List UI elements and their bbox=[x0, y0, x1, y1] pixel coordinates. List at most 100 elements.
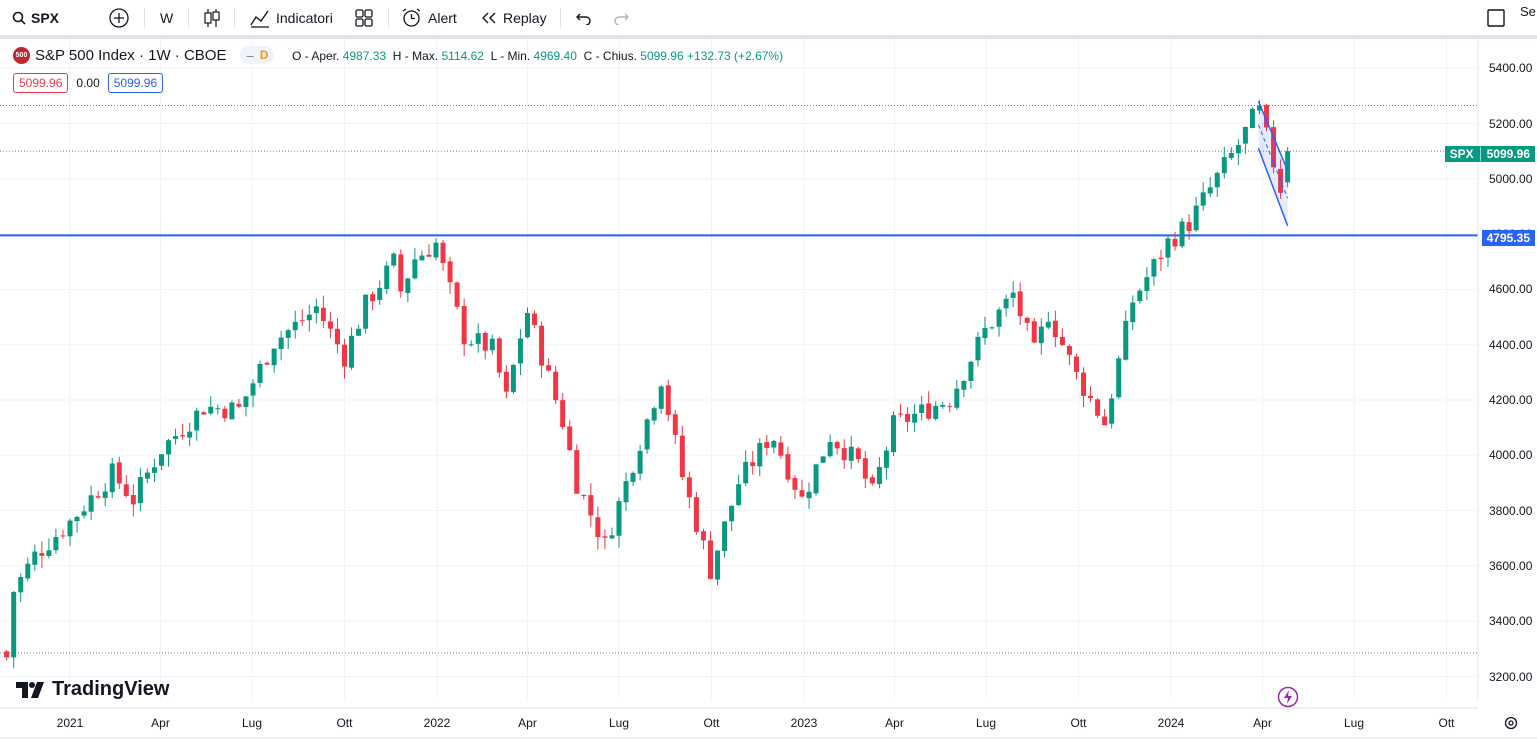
candle-body bbox=[60, 535, 66, 537]
candle-body bbox=[532, 313, 538, 326]
dash-icon: – bbox=[246, 47, 254, 63]
fullscreen-checkbox[interactable] bbox=[1487, 0, 1505, 35]
close-value: 5099.96 bbox=[640, 49, 684, 63]
axis-settings-button[interactable] bbox=[1503, 715, 1519, 736]
candle-body bbox=[539, 325, 545, 366]
price-axis-label: 4000.00 bbox=[1489, 448, 1533, 463]
candle-body bbox=[1081, 372, 1087, 396]
time-axis-label: Ott bbox=[703, 716, 720, 730]
indicators-button[interactable]: Indicatori bbox=[250, 0, 333, 35]
candle-body bbox=[158, 454, 164, 466]
price-axis-label: 5200.00 bbox=[1489, 116, 1533, 131]
chart-type-button[interactable] bbox=[203, 0, 221, 35]
candle-body bbox=[595, 517, 601, 538]
candle-body bbox=[1193, 205, 1199, 231]
candle-body bbox=[700, 531, 706, 541]
symbol-legend[interactable]: 500 S&P 500 Index · 1W · CBOE – D bbox=[13, 46, 275, 64]
time-axis-label: Apr bbox=[151, 716, 170, 730]
candle-body bbox=[890, 415, 896, 453]
candle-body bbox=[4, 651, 10, 658]
close-label: C - Chius. bbox=[583, 49, 637, 63]
candle-body bbox=[1172, 238, 1178, 247]
layouts-button[interactable] bbox=[355, 0, 373, 35]
candle-body bbox=[468, 344, 474, 346]
candle-body bbox=[489, 338, 495, 351]
channel-lower-line bbox=[1257, 148, 1289, 227]
candle-body bbox=[95, 496, 101, 498]
price-axis-label: 3600.00 bbox=[1489, 558, 1533, 573]
price-axis-label: 3200.00 bbox=[1489, 669, 1533, 684]
compare-button[interactable] bbox=[108, 0, 130, 35]
candle-body bbox=[841, 448, 847, 461]
candle-body bbox=[1264, 104, 1270, 128]
hline-price-tag: 4795.35 bbox=[1481, 230, 1535, 246]
replay-button[interactable]: Replay bbox=[480, 0, 547, 35]
candle-body bbox=[1214, 172, 1220, 188]
candle-body bbox=[806, 491, 812, 499]
candle-body bbox=[1165, 238, 1171, 258]
candle-body bbox=[18, 577, 24, 593]
candle-body bbox=[947, 406, 953, 408]
interval-button[interactable]: W bbox=[160, 0, 173, 35]
time-axis-label: Ott bbox=[336, 716, 353, 730]
candle-body bbox=[194, 410, 200, 431]
candle-body bbox=[1045, 321, 1051, 328]
candle-body bbox=[229, 402, 235, 420]
chart-canvas[interactable] bbox=[0, 39, 1537, 753]
index-badge: 500 bbox=[13, 46, 30, 64]
candle-body bbox=[363, 294, 369, 329]
rewind-icon bbox=[482, 12, 496, 23]
candle-body bbox=[834, 442, 840, 449]
alert-button[interactable]: Alert bbox=[401, 0, 457, 35]
top-toolbar: SPX W Indicatori Alert Replay Se bbox=[0, 0, 1537, 39]
price-axis-label: 4600.00 bbox=[1489, 282, 1533, 297]
tradingview-logo[interactable]: TradingView bbox=[16, 678, 169, 701]
candle-body bbox=[1109, 398, 1115, 424]
candle-body bbox=[39, 553, 45, 556]
square-icon bbox=[1487, 8, 1505, 27]
trend-channel[interactable] bbox=[1257, 101, 1289, 227]
time-axis-label: Lug bbox=[1343, 716, 1364, 730]
candle-body bbox=[137, 477, 143, 504]
candle-body bbox=[187, 431, 193, 438]
candle-body bbox=[102, 491, 108, 498]
candle-body bbox=[750, 462, 756, 467]
candle-body bbox=[722, 521, 728, 552]
candle-body bbox=[1158, 257, 1164, 260]
candle-body bbox=[1186, 222, 1192, 231]
alarm-clock-icon bbox=[402, 8, 421, 27]
undo-button[interactable] bbox=[575, 0, 593, 35]
candle-body bbox=[1278, 168, 1284, 193]
candle-body bbox=[384, 265, 390, 289]
candle-body bbox=[208, 406, 214, 414]
events-badge[interactable] bbox=[1277, 686, 1299, 713]
candle-body bbox=[215, 408, 221, 410]
high-value: 5114.62 bbox=[441, 49, 484, 63]
candle-body bbox=[11, 592, 17, 658]
candle-body bbox=[637, 450, 643, 474]
grid-icon bbox=[355, 8, 373, 27]
candle-body bbox=[250, 383, 256, 396]
symbol-search[interactable]: SPX bbox=[12, 0, 59, 35]
candle-body bbox=[517, 338, 523, 364]
status-pill[interactable]: – D bbox=[240, 46, 275, 64]
candle-body bbox=[715, 550, 721, 580]
time-axis-label: 2021 bbox=[56, 716, 84, 730]
candle-body bbox=[32, 551, 38, 565]
candle-body bbox=[123, 484, 129, 496]
candle-body bbox=[503, 371, 509, 392]
candle-body bbox=[616, 501, 622, 536]
redo-button[interactable] bbox=[612, 0, 630, 35]
save-button-cut[interactable]: Se bbox=[1520, 4, 1536, 19]
candle-body bbox=[1221, 157, 1227, 174]
candle-body bbox=[665, 385, 671, 415]
candle-body bbox=[1144, 277, 1150, 291]
candle-body bbox=[116, 462, 122, 484]
tv-logo-icon bbox=[16, 681, 44, 698]
time-axis-label: 2023 bbox=[790, 716, 818, 730]
candle-body bbox=[1116, 358, 1122, 398]
last-price-tag: SPX 5099.96 bbox=[1444, 146, 1535, 162]
channel-mid-line bbox=[1258, 124, 1289, 199]
candle-body bbox=[88, 495, 94, 512]
candle-body bbox=[1235, 145, 1241, 154]
